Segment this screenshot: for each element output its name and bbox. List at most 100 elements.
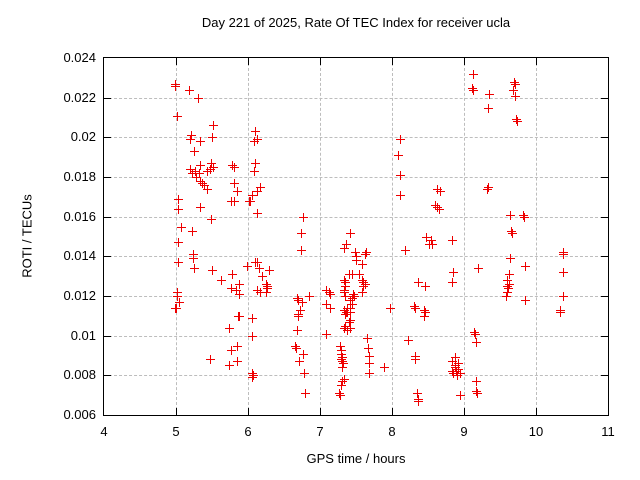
data-point [340,306,349,315]
x-tick-mark [392,58,393,65]
data-point [248,332,257,341]
data-point [352,256,361,265]
y-tick-mark [601,296,608,297]
data-point [198,179,207,188]
data-point [326,304,335,313]
data-point [248,373,257,382]
data-point [253,258,262,267]
data-point [262,280,271,289]
x-tick-mark [392,408,393,415]
data-point [505,280,514,289]
data-point [192,173,201,182]
data-point [473,389,482,398]
data-point [507,227,516,236]
data-point [349,290,358,299]
data-point [433,185,442,194]
x-tick-mark [248,58,249,65]
data-point [346,229,355,238]
data-point [559,250,568,259]
data-point [185,86,194,95]
data-point [251,159,260,168]
data-point [559,292,568,301]
data-point [208,133,217,142]
data-point [203,185,212,194]
data-point [196,137,205,146]
horizontal-gridline [104,137,608,138]
data-point [436,187,445,196]
data-point [194,94,203,103]
data-point [206,355,215,364]
chart-title: Day 221 of 2025, Rate Of TEC Index for r… [201,15,511,30]
data-point [343,326,352,335]
vertical-gridline [536,58,537,415]
data-point [253,187,262,196]
y-tick-label: 0.012 [63,288,96,303]
data-point [359,282,368,291]
data-point [340,244,349,253]
data-point [448,236,457,245]
vertical-gridline [320,58,321,415]
y-tick-mark [601,336,608,337]
data-point [508,229,517,238]
data-point [190,147,199,156]
x-tick-label: 4 [100,424,108,439]
data-point [341,322,350,331]
data-point [340,288,349,297]
data-point [559,268,568,277]
data-point [191,167,200,176]
data-point [396,135,405,144]
data-point [504,284,513,293]
data-point [174,195,183,204]
data-point [291,342,300,351]
data-point [262,288,271,297]
data-point [346,324,355,333]
data-point [296,306,305,315]
data-point [186,135,195,144]
data-point [346,296,355,305]
data-point [453,371,462,380]
data-point [420,306,429,315]
x-tick-label: 10 [528,424,544,439]
data-point [454,365,463,374]
data-point [341,292,350,301]
x-axis-label: GPS time / hours [306,451,406,466]
data-point [506,254,515,263]
data-point [200,181,209,190]
data-point [355,270,364,279]
data-point [341,310,350,319]
data-point [386,304,395,313]
data-point [301,389,310,398]
vertical-gridline [464,58,465,415]
data-point [414,278,423,287]
data-point [299,213,308,222]
data-point [250,167,259,176]
data-point [454,359,463,368]
vertical-gridline [392,58,393,415]
data-point [350,292,359,301]
data-point [335,389,344,398]
data-point [177,223,186,232]
horizontal-gridline [104,177,608,178]
data-point [336,342,345,351]
data-point [348,270,357,279]
data-point [174,205,183,214]
data-point [513,117,522,126]
y-tick-mark [104,217,111,218]
data-point [256,288,265,297]
data-point [341,282,350,291]
y-tick-mark [104,98,111,99]
y-tick-label: 0.014 [63,248,96,263]
data-point [235,290,244,299]
data-point [325,288,334,297]
data-point [190,264,199,273]
data-point [246,197,255,206]
data-point [433,203,442,212]
data-point [187,131,196,140]
x-tick-label: 7 [316,424,324,439]
data-point [519,211,528,220]
data-point [326,290,335,299]
data-point [474,264,483,273]
y-tick-mark [601,256,608,257]
data-point [175,298,184,307]
data-point [414,397,423,406]
